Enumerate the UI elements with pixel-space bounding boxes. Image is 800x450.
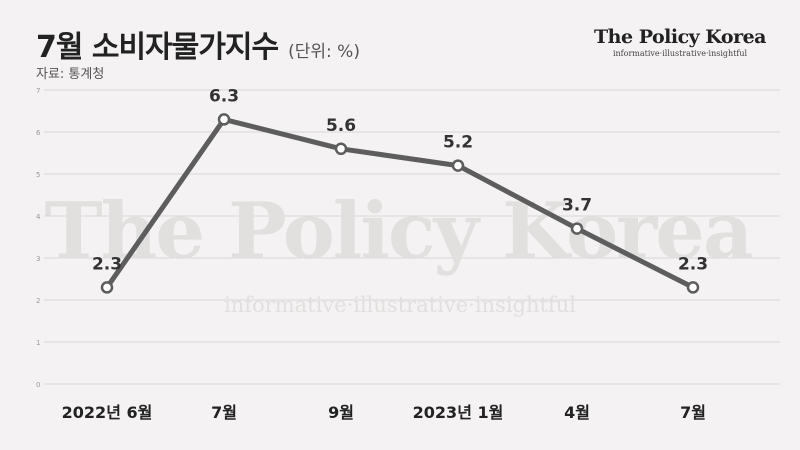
data-label: 3.7 bbox=[562, 196, 592, 216]
y-tick-label: 4 bbox=[36, 213, 41, 221]
data-point bbox=[334, 142, 348, 156]
data-layer: 2.3 6.3 5.6 5.2 3.7 2.3 2022년 6월 7월 9월 2023년 1월 4월… bbox=[62, 86, 708, 422]
data-label: 2.3 bbox=[92, 254, 122, 274]
grid-layer: 0 1 2 3 4 5 6 7 bbox=[36, 87, 780, 389]
watermark-name: The Policy Korea bbox=[45, 186, 752, 277]
brand-logo: The Policy Korea informative·illustrativ… bbox=[594, 26, 766, 58]
x-tick-label: 2022년 6월 bbox=[62, 403, 153, 422]
brand-name: The Policy Korea bbox=[594, 26, 766, 48]
y-tick-label: 2 bbox=[36, 297, 40, 305]
source-label: 자료: 통계청 bbox=[36, 67, 105, 82]
y-tick-label: 3 bbox=[36, 255, 40, 263]
data-label: 2.3 bbox=[678, 254, 708, 274]
data-point bbox=[100, 281, 114, 294]
x-tick-label: 9월 bbox=[328, 403, 354, 422]
data-label: 6.3 bbox=[209, 86, 239, 106]
data-label: 5.6 bbox=[326, 116, 356, 136]
data-point bbox=[686, 281, 700, 294]
data-point bbox=[451, 159, 465, 172]
series-line bbox=[104, 116, 696, 290]
y-tick-label: 5 bbox=[36, 171, 40, 179]
brand-tagline: informative·illustrative·insightful bbox=[612, 49, 748, 58]
y-tick-label: 7 bbox=[36, 87, 40, 95]
x-tick-label: 4월 bbox=[564, 403, 590, 422]
watermark-tagline: informative·illustrative·insightful bbox=[224, 293, 576, 317]
data-label: 5.2 bbox=[443, 133, 473, 153]
unit-label: (단위: %) bbox=[288, 42, 360, 62]
x-tick-label: 2023년 1월 bbox=[413, 403, 504, 422]
title-row: 7월 소비자물가지수 (단위: %) bbox=[36, 22, 360, 66]
y-tick-label: 6 bbox=[36, 129, 41, 137]
y-tick-label: 0 bbox=[36, 381, 40, 389]
watermark: The Policy Korea informative·illustrativ… bbox=[45, 186, 754, 317]
chart-title: 7월 소비자물가지수 bbox=[36, 30, 279, 65]
y-tick-label: 1 bbox=[36, 339, 40, 347]
data-point bbox=[570, 222, 584, 235]
x-tick-label: 7월 bbox=[680, 403, 706, 422]
x-tick-label: 7월 bbox=[211, 403, 237, 422]
data-point bbox=[217, 113, 231, 126]
